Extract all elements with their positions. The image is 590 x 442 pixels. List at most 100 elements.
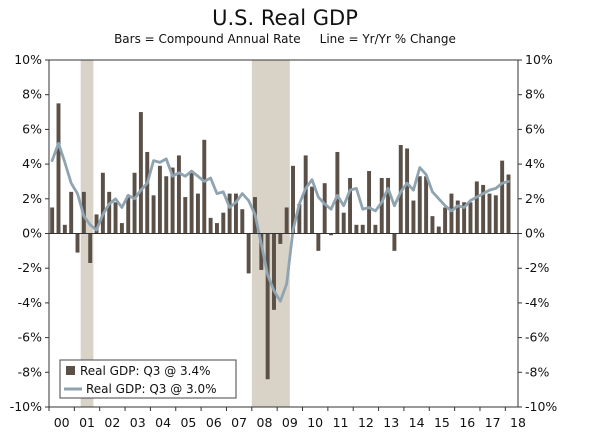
- gdp-bar: [500, 160, 505, 234]
- y-tick-label-right: -4%: [525, 295, 549, 310]
- gdp-bar: [164, 176, 169, 234]
- gdp-bar: [151, 195, 156, 234]
- x-tick-label: 09: [282, 415, 298, 430]
- line-series: [50, 141, 510, 303]
- x-tick-label: 14: [409, 415, 425, 430]
- x-tick-label: 15: [434, 415, 450, 430]
- gdp-bar: [449, 193, 454, 234]
- gdp-bar: [208, 217, 213, 234]
- x-tick-label: 17: [485, 415, 501, 430]
- bar-series: [50, 103, 511, 380]
- gdp-bar: [417, 176, 422, 234]
- y-tick-label-left: 4%: [22, 156, 42, 171]
- y-tick-label-right: -2%: [525, 260, 549, 275]
- gdp-bar: [100, 172, 105, 234]
- y-tick-label-right: 8%: [525, 87, 545, 102]
- x-tick-label: 10: [307, 415, 323, 430]
- y-tick-label-right: 0%: [525, 226, 545, 241]
- gdp-bar: [56, 103, 61, 234]
- gdp-bar: [157, 165, 162, 234]
- x-tick-label: 00: [54, 415, 70, 430]
- y-tick-label-right: 2%: [525, 191, 545, 206]
- gdp-bar: [284, 207, 289, 234]
- gdp-bar: [119, 223, 124, 234]
- legend-box: [59, 359, 237, 399]
- y-tick-label-left: 6%: [22, 121, 42, 136]
- gdp-bar: [405, 148, 410, 234]
- y-tick-label-left: -6%: [18, 330, 42, 345]
- gdp-bar: [493, 195, 498, 234]
- gdp-bar: [183, 197, 188, 234]
- gdp-bar: [259, 233, 264, 270]
- gdp-bar: [379, 177, 384, 234]
- gdp-bar: [69, 191, 74, 234]
- gdp-bar: [373, 224, 378, 234]
- gdp-bar: [50, 207, 55, 234]
- y-tick-label-left: 2%: [22, 191, 42, 206]
- gdp-bar: [297, 204, 302, 234]
- gdp-bar: [170, 167, 175, 234]
- gdp-bar: [240, 209, 245, 234]
- gdp-bar: [411, 200, 416, 234]
- gdp-bar: [138, 112, 143, 234]
- gdp-bar: [88, 233, 93, 263]
- gdp-bar: [227, 193, 232, 234]
- y-tick-label-left: 8%: [22, 87, 42, 102]
- gdp-bar: [246, 233, 251, 274]
- gdp-bar: [265, 233, 270, 380]
- x-tick-label: 05: [180, 415, 196, 430]
- x-tick-label: 07: [231, 415, 247, 430]
- gdp-bar: [62, 224, 67, 234]
- gdp-bar: [348, 177, 353, 234]
- gdp-bar: [145, 151, 150, 234]
- gdp-bar: [329, 233, 333, 236]
- chart-title: U.S. Real GDP: [212, 6, 358, 30]
- legend-line-label: Real GDP: Q3 @ 3.0%: [86, 382, 217, 396]
- x-tick-label: 06: [206, 415, 222, 430]
- x-tick-label: 13: [383, 415, 399, 430]
- x-tick-label: 03: [130, 415, 146, 430]
- gdp-bar: [462, 202, 467, 234]
- gdp-bar: [443, 207, 448, 234]
- gdp-bar: [335, 151, 340, 234]
- gdp-bar: [310, 186, 314, 234]
- gdp-bar: [278, 233, 283, 244]
- gdp-bar: [221, 212, 226, 234]
- gdp-bar: [316, 233, 321, 251]
- gdp-bar: [202, 139, 207, 234]
- y-tick-label-left: -4%: [18, 295, 42, 310]
- gdp-bar: [107, 191, 112, 234]
- gdp-bar: [234, 193, 238, 234]
- gdp-bar: [436, 226, 441, 234]
- gdp-bar: [506, 174, 511, 234]
- gdp-bar: [487, 193, 492, 234]
- gdp-bar: [291, 165, 295, 234]
- gdp-bar: [367, 171, 372, 234]
- y-tick-label-left: -2%: [18, 260, 42, 275]
- x-tick-label: 02: [104, 415, 120, 430]
- x-tick-label: 01: [79, 415, 95, 430]
- gdp-bar: [195, 193, 200, 234]
- x-tick-label: 12: [358, 415, 374, 430]
- gdp-bar: [360, 224, 365, 234]
- gdp-bar: [398, 145, 403, 234]
- gdp-bar: [113, 202, 118, 234]
- y-tick-label-left: -10%: [10, 399, 42, 414]
- chart-subtitle: Bars = Compound Annual Rate Line = Yr/Yr…: [114, 32, 456, 46]
- legend-bar-swatch: [66, 366, 75, 375]
- y-tick-label-right: 4%: [525, 156, 545, 171]
- legend: Real GDP: Q3 @ 3.4% Real GDP: Q3 @ 3.0%: [59, 359, 237, 399]
- gdp-bar: [354, 224, 359, 234]
- x-tick-label: 18: [510, 415, 526, 430]
- x-tick-label: 08: [257, 415, 273, 430]
- gdp-bar: [481, 184, 486, 234]
- gdp-bar: [189, 172, 194, 234]
- gdp-bar: [75, 233, 80, 253]
- gdp-bar: [430, 216, 435, 234]
- gdp-bar: [455, 200, 460, 234]
- x-tick-label: 11: [333, 415, 349, 430]
- gdp-bar: [176, 155, 181, 234]
- y-tick-label-left: 0%: [22, 226, 42, 241]
- y-tick-label-left: 10%: [14, 52, 42, 67]
- gdp-bar: [341, 212, 346, 234]
